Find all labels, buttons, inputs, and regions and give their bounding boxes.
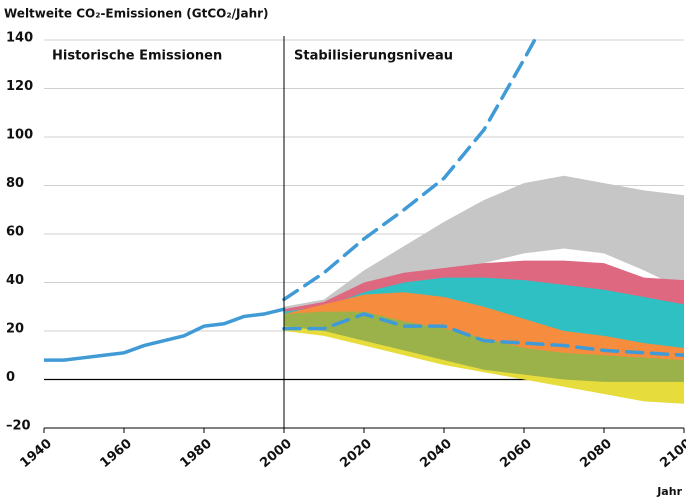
x-tick-label: 2020 [337,436,374,471]
y-tick-label: 40 [6,273,24,288]
y-tick-label: 80 [6,176,24,191]
x-tick-label: 1980 [177,436,214,471]
y-tick-label: 100 [6,128,33,143]
line [282,36,538,302]
y-tick-label: 120 [6,79,33,94]
x-axis-label: Jahr [656,485,682,498]
marks [44,36,684,404]
line [282,312,684,357]
annotation: Stabilisierungsniveau [294,49,453,64]
y-tick-label: 140 [6,31,33,46]
y-tick-label: 0 [6,370,15,385]
x-tick-label: 2100 [657,436,686,471]
x-tick-label: 1960 [97,436,134,471]
line [44,307,286,362]
x-tick-label: 2000 [257,436,294,471]
chart-title: Weltweite CO₂-Emissionen (GtCO₂/Jahr) [4,7,269,21]
y-tick-label: 60 [6,225,24,240]
x-tick-label: 2080 [577,436,614,471]
annotation: Historische Emissionen [52,49,222,64]
x-tick-label: 2040 [417,436,454,471]
y-tick-label: 20 [6,322,24,337]
band [284,311,684,382]
band [284,292,684,373]
y-tick-label: –20 [6,419,31,434]
x-tick-label: 2060 [497,436,534,471]
x-tick-label: 1940 [17,436,54,471]
